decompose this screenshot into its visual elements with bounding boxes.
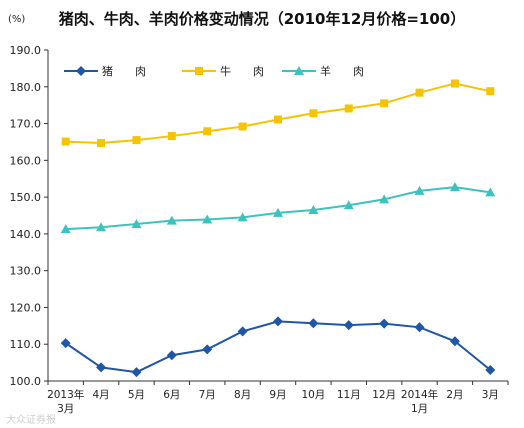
x-tick-label: 5月 [128,389,145,401]
chart-title: 猪肉、牛肉、羊肉价格变动情况（2010年12月价格=100） [58,10,466,28]
series-2-point [380,99,389,108]
series-1-point [485,364,496,375]
y-tick-label: 160.0 [10,154,42,167]
series-1-point [166,350,177,361]
x-tick-label: 8月 [234,389,251,401]
series-2-point [167,132,176,141]
series-2-point [203,127,212,136]
legend-marker [294,66,304,75]
x-tick-label: 9月 [269,389,286,401]
legend-label: 牛 肉 [220,64,264,78]
series-2-point [344,104,353,113]
y-tick-label: 110.0 [10,338,42,351]
series-3-point [96,222,107,232]
series-2-point [415,88,424,97]
series-1-point [343,320,354,331]
series-3-point [60,224,71,234]
series-3-point [485,187,496,197]
x-tick-label: 1月 [411,403,428,415]
series-line-2 [65,82,491,145]
series-1-point [379,318,390,329]
series-2-point [61,137,70,146]
legend-label: 羊 肉 [320,64,364,78]
series-3-point [379,194,390,204]
series-1-point [202,344,213,355]
y-tick-label: 190.0 [10,44,42,57]
legend-label: 猪 肉 [102,65,146,78]
y-tick-label: 150.0 [10,191,42,204]
series-2-point [450,79,459,88]
x-tick-label: 2月 [446,389,463,401]
x-tick-label: 12月 [372,389,396,401]
y-tick-label: 180.0 [10,81,42,94]
series-2-point [274,115,282,124]
x-tick-label: 4月 [92,389,109,401]
series-3-point [273,207,283,217]
series-3-point [343,200,354,210]
series-1-point [273,316,283,327]
series-3-point [414,185,425,195]
x-tick-label: 2014年 [401,388,438,401]
series-1-point [449,336,460,347]
x-tick-label: 11月 [337,389,361,401]
series-3-point [202,214,213,224]
series-3-point [237,212,248,222]
series-1-point [60,338,71,349]
series-1-point [131,367,142,378]
series-3-point [166,215,177,225]
legend-marker [195,67,203,75]
series-1-point [237,326,248,337]
y-tick-label: 130.0 [10,265,42,278]
series-3-point [449,182,460,192]
x-tick-label: 3月 [57,403,74,415]
y-tick-label: 140.0 [10,228,42,241]
series-3-point [308,204,319,214]
series-3-point [131,218,142,228]
series-2-point [486,87,495,96]
legend-marker [76,66,86,76]
series-line-1 [65,320,491,374]
series-2-point [97,139,106,148]
y-tick-label: 100.0 [10,375,42,388]
x-tick-label: 2013年 [47,388,84,401]
x-tick-label: 7月 [199,389,216,401]
y-tick-label: 170.0 [10,118,42,131]
x-tick-label: 10月 [301,389,325,401]
series-1-point [308,318,319,329]
series-2-point [132,136,141,145]
series-1-point [96,362,107,373]
series-2-point [309,109,318,118]
series-1-point [414,322,425,333]
y-tick-label: 120.0 [10,301,42,314]
y-axis-unit: (%) [8,14,26,25]
watermark: 大众证券报 [6,415,56,426]
x-tick-label: 6月 [163,389,180,401]
x-tick-label: 3月 [482,389,499,401]
series-2-point [238,122,247,131]
